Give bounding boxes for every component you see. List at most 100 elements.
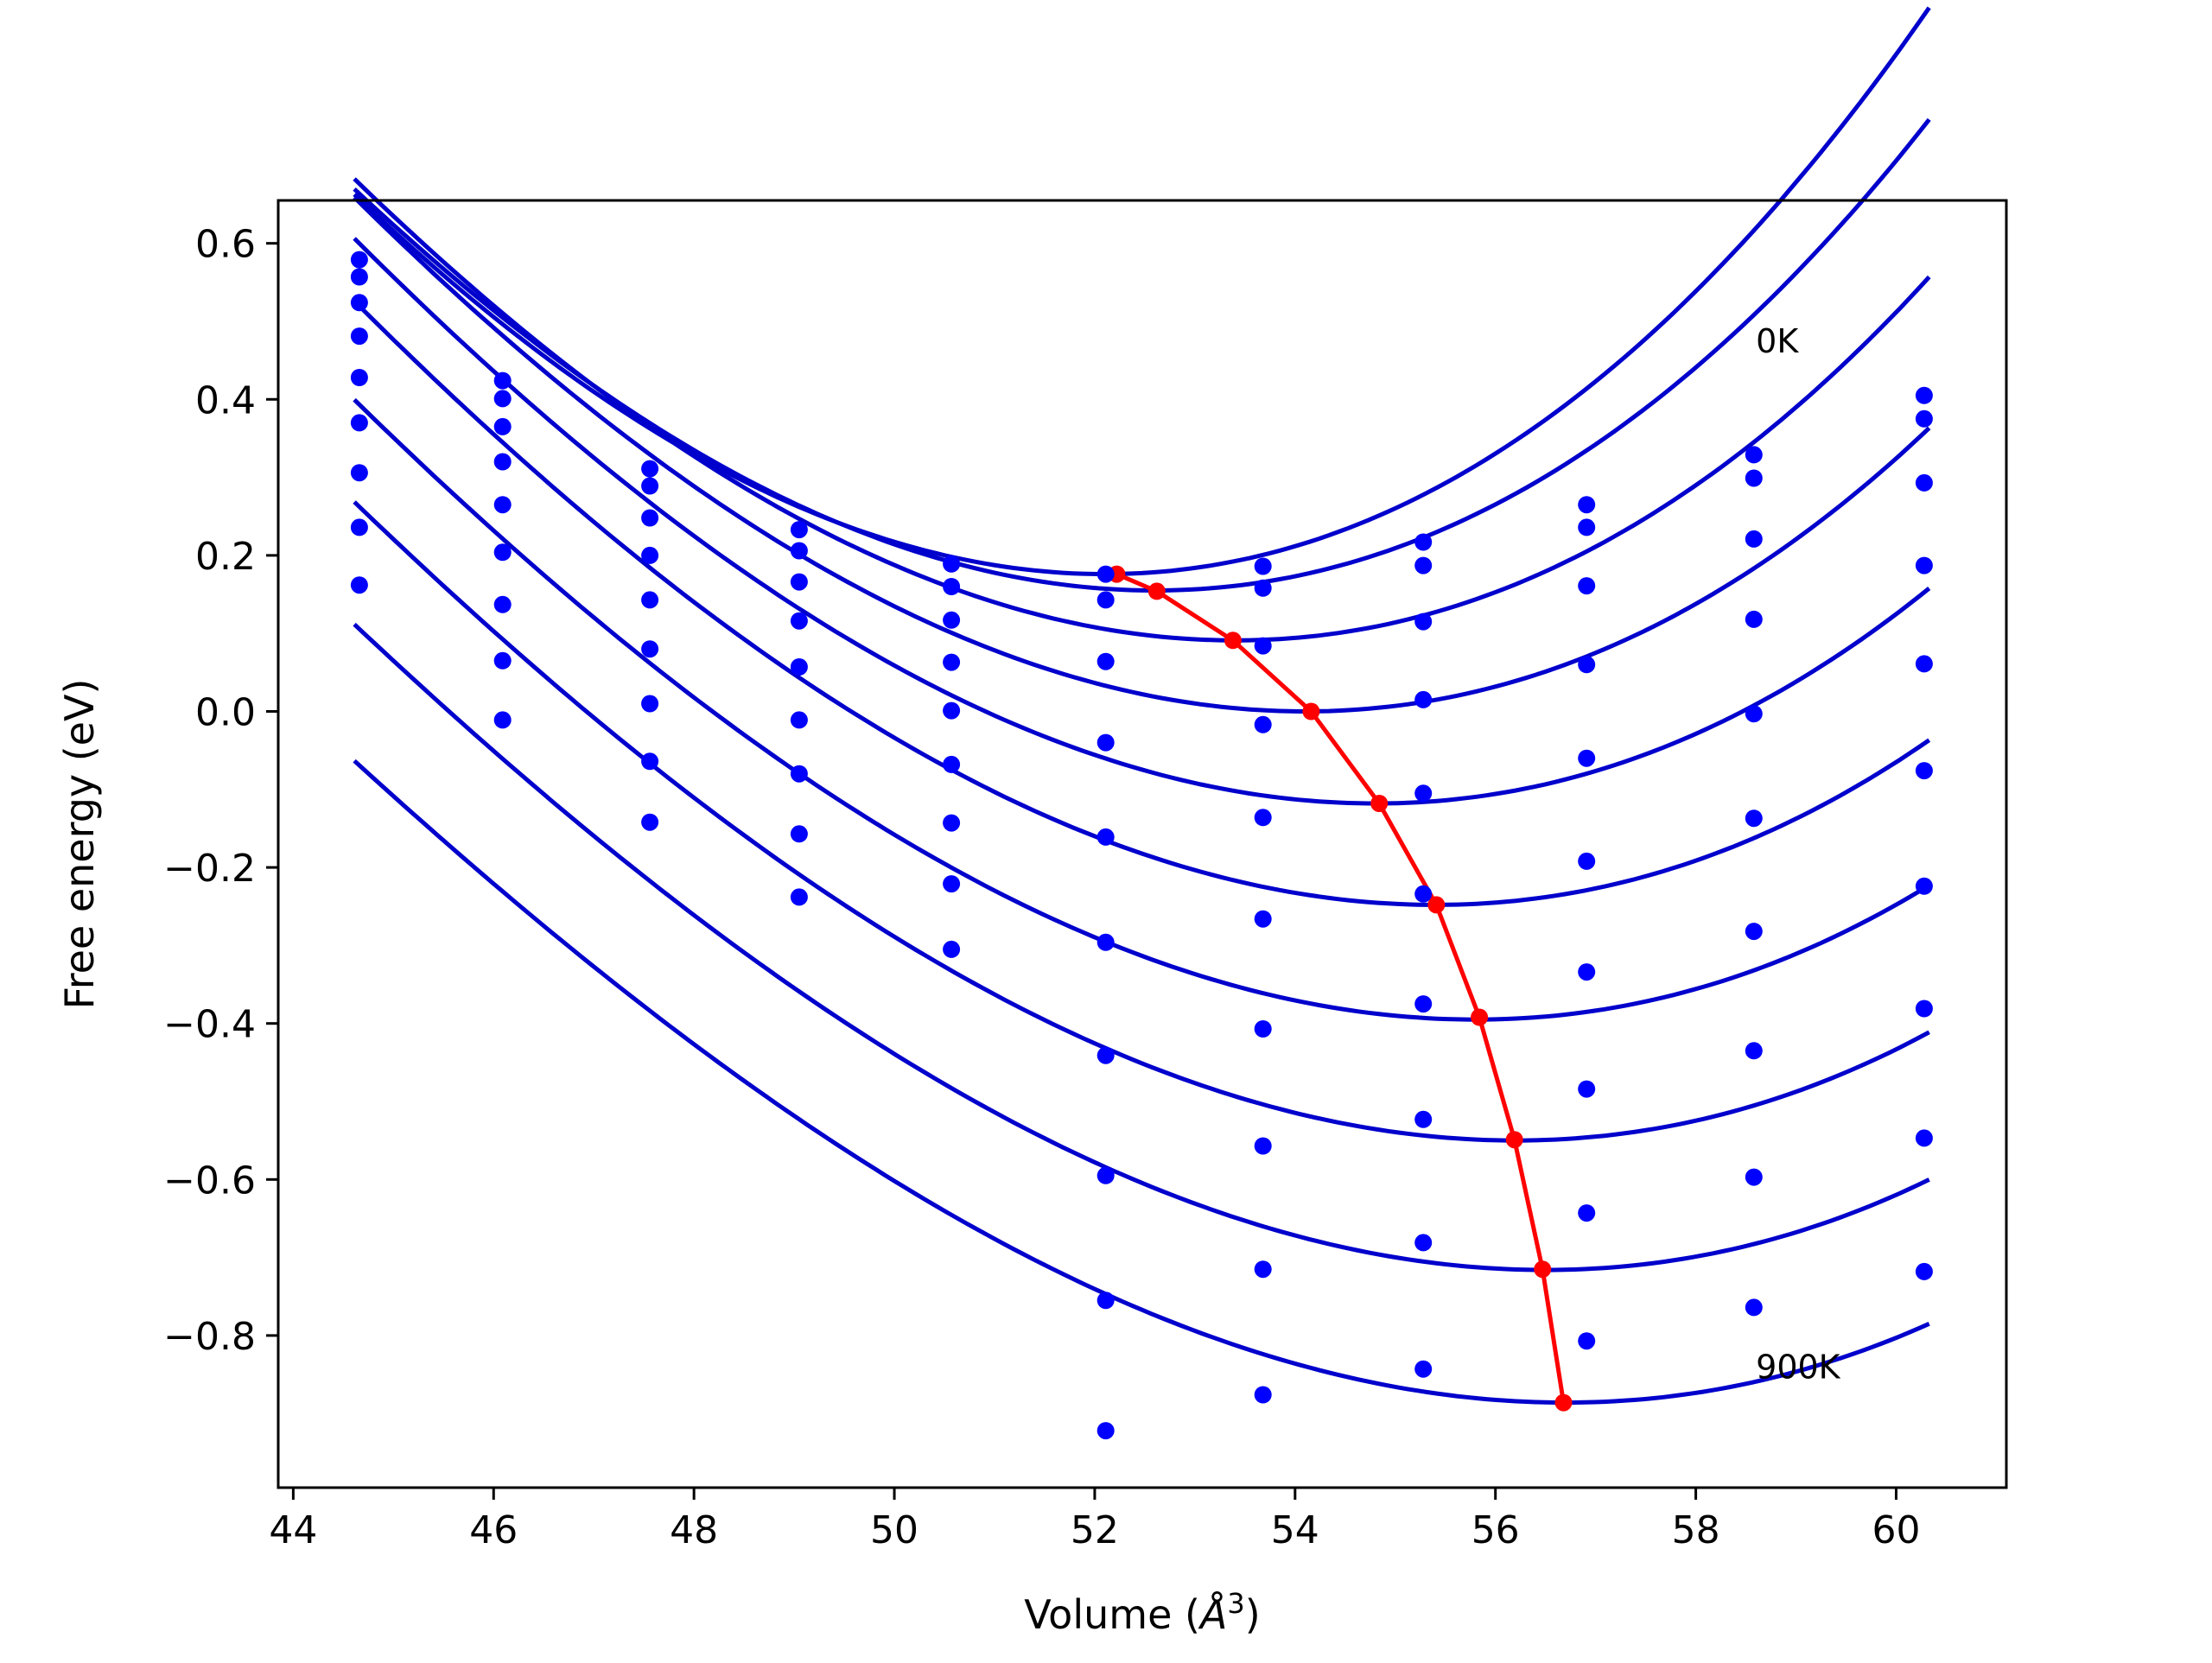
x-tick-label-6: 56 xyxy=(1471,1508,1520,1552)
data-point-s2-10 xyxy=(1915,473,1933,492)
data-point-s8-8 xyxy=(1578,1204,1596,1222)
y-tick-label-3: 0.0 xyxy=(195,690,256,734)
data-point-s9-10 xyxy=(1915,1262,1933,1280)
data-point-s2-5 xyxy=(1096,652,1115,670)
data-point-s6-9 xyxy=(1745,923,1763,941)
data-point-s7-10 xyxy=(1915,1000,1933,1018)
y-tick-label-0: 0.6 xyxy=(195,223,256,267)
data-point-s1-9 xyxy=(1745,469,1763,487)
data-point-s9-9 xyxy=(1745,1298,1763,1317)
data-point-s6-8 xyxy=(1578,963,1596,981)
data-point-s0-10 xyxy=(1915,386,1933,404)
y-tick-label-7: −0.8 xyxy=(163,1315,256,1359)
fit-curve-6 xyxy=(353,397,1930,1022)
minimum-point-3 xyxy=(1302,702,1320,720)
data-point-s7-7 xyxy=(1414,1110,1433,1128)
data-point-s4-2 xyxy=(641,591,659,609)
data-point-s9-6 xyxy=(1254,1386,1272,1404)
data-point-s0-6 xyxy=(1254,557,1272,575)
y-tick-label-1: 0.4 xyxy=(195,378,256,422)
data-point-s3-9 xyxy=(1745,610,1763,628)
data-point-s3-4 xyxy=(943,653,961,671)
data-point-s9-5 xyxy=(1096,1422,1115,1440)
data-point-s2-8 xyxy=(1578,577,1596,595)
data-point-s4-4 xyxy=(943,701,961,720)
data-point-s6-0 xyxy=(350,464,368,482)
x-tick-label-4: 52 xyxy=(1071,1508,1119,1552)
data-point-s5-4 xyxy=(943,755,961,773)
data-point-s3-6 xyxy=(1254,715,1272,733)
data-point-s6-1 xyxy=(493,595,512,613)
data-point-s0-8 xyxy=(1578,496,1596,514)
data-point-s5-7 xyxy=(1414,885,1433,903)
data-point-s5-2 xyxy=(641,640,659,658)
data-point-s6-2 xyxy=(641,695,659,713)
data-point-s3-10 xyxy=(1915,556,1933,574)
data-point-s6-4 xyxy=(943,814,961,832)
data-point-s4-3 xyxy=(790,658,808,676)
data-point-s8-5 xyxy=(1096,1292,1115,1310)
data-point-s1-8 xyxy=(1578,518,1596,536)
y-axis-ticks: 0.6 0.4 0.2 0.0 −0.2 −0.4 −0.6 −0.8 xyxy=(163,223,278,1359)
data-point-s7-8 xyxy=(1578,1080,1596,1098)
x-tick-label-1: 46 xyxy=(469,1508,518,1552)
data-point-s4-7 xyxy=(1414,784,1433,803)
data-point-s3-2 xyxy=(641,546,659,564)
data-point-s2-6 xyxy=(1254,637,1272,655)
data-point-s2-0 xyxy=(350,294,368,312)
data-point-s6-5 xyxy=(1096,1046,1115,1064)
minimum-point-8 xyxy=(1534,1260,1552,1279)
data-point-s2-4 xyxy=(943,611,961,629)
data-point-s5-5 xyxy=(1096,933,1115,951)
data-point-s9-7 xyxy=(1414,1360,1433,1378)
data-point-s1-4 xyxy=(943,578,961,595)
data-point-s2-9 xyxy=(1745,530,1763,548)
y-axis-label: Free energy (eV) xyxy=(56,679,103,1010)
data-point-s5-9 xyxy=(1745,809,1763,828)
data-point-s8-1 xyxy=(493,711,512,729)
data-point-s1-2 xyxy=(641,477,659,495)
data-point-s5-1 xyxy=(493,543,512,562)
data-point-s3-7 xyxy=(1414,690,1433,708)
minimum-point-1 xyxy=(1147,582,1166,600)
minimum-point-9 xyxy=(1554,1393,1573,1412)
x-axis-ticks: 44 46 48 50 52 54 56 58 60 xyxy=(269,1488,1920,1552)
data-point-s8-2 xyxy=(641,813,659,831)
minimum-point-6 xyxy=(1471,1008,1489,1026)
x-tick-label-3: 50 xyxy=(870,1508,918,1552)
data-point-s8-10 xyxy=(1915,1129,1933,1147)
x-axis-label: Volume (Å3) xyxy=(1024,1587,1260,1638)
y-tick-label-6: −0.6 xyxy=(163,1158,256,1203)
data-point-s3-5 xyxy=(1096,733,1115,752)
x-tick-label-5: 54 xyxy=(1271,1508,1319,1552)
minimum-point-7 xyxy=(1505,1131,1523,1149)
data-point-s7-3 xyxy=(790,825,808,843)
data-point-s1-10 xyxy=(1915,409,1933,428)
y-tick-label-4: −0.2 xyxy=(163,847,256,891)
data-point-s2-1 xyxy=(493,417,512,435)
data-point-s8-3 xyxy=(790,888,808,906)
x-tick-label-7: 58 xyxy=(1672,1508,1720,1552)
data-point-s3-0 xyxy=(350,327,368,346)
minimum-point-4 xyxy=(1370,795,1389,812)
data-point-s5-6 xyxy=(1254,910,1272,928)
data-point-s8-0 xyxy=(350,576,368,594)
data-point-s9-8 xyxy=(1578,1332,1596,1350)
data-point-s2-7 xyxy=(1414,613,1433,631)
fit-curve-5 xyxy=(353,299,1931,907)
data-point-s1-1 xyxy=(493,390,512,408)
data-point-s4-8 xyxy=(1578,749,1596,767)
data-point-s5-10 xyxy=(1915,762,1933,780)
data-point-s0-3 xyxy=(790,521,808,539)
data-point-s0-0 xyxy=(350,251,368,269)
data-point-s0-7 xyxy=(1414,533,1433,551)
fit-curves xyxy=(353,6,1931,1406)
data-point-s2-2 xyxy=(641,509,659,527)
data-point-s1-7 xyxy=(1414,556,1433,574)
data-point-s3-3 xyxy=(790,612,808,630)
data-point-s8-7 xyxy=(1414,1234,1433,1252)
data-point-s0-5 xyxy=(1096,565,1115,583)
data-point-s5-3 xyxy=(790,711,808,729)
y-tick-label-5: −0.4 xyxy=(163,1003,256,1047)
